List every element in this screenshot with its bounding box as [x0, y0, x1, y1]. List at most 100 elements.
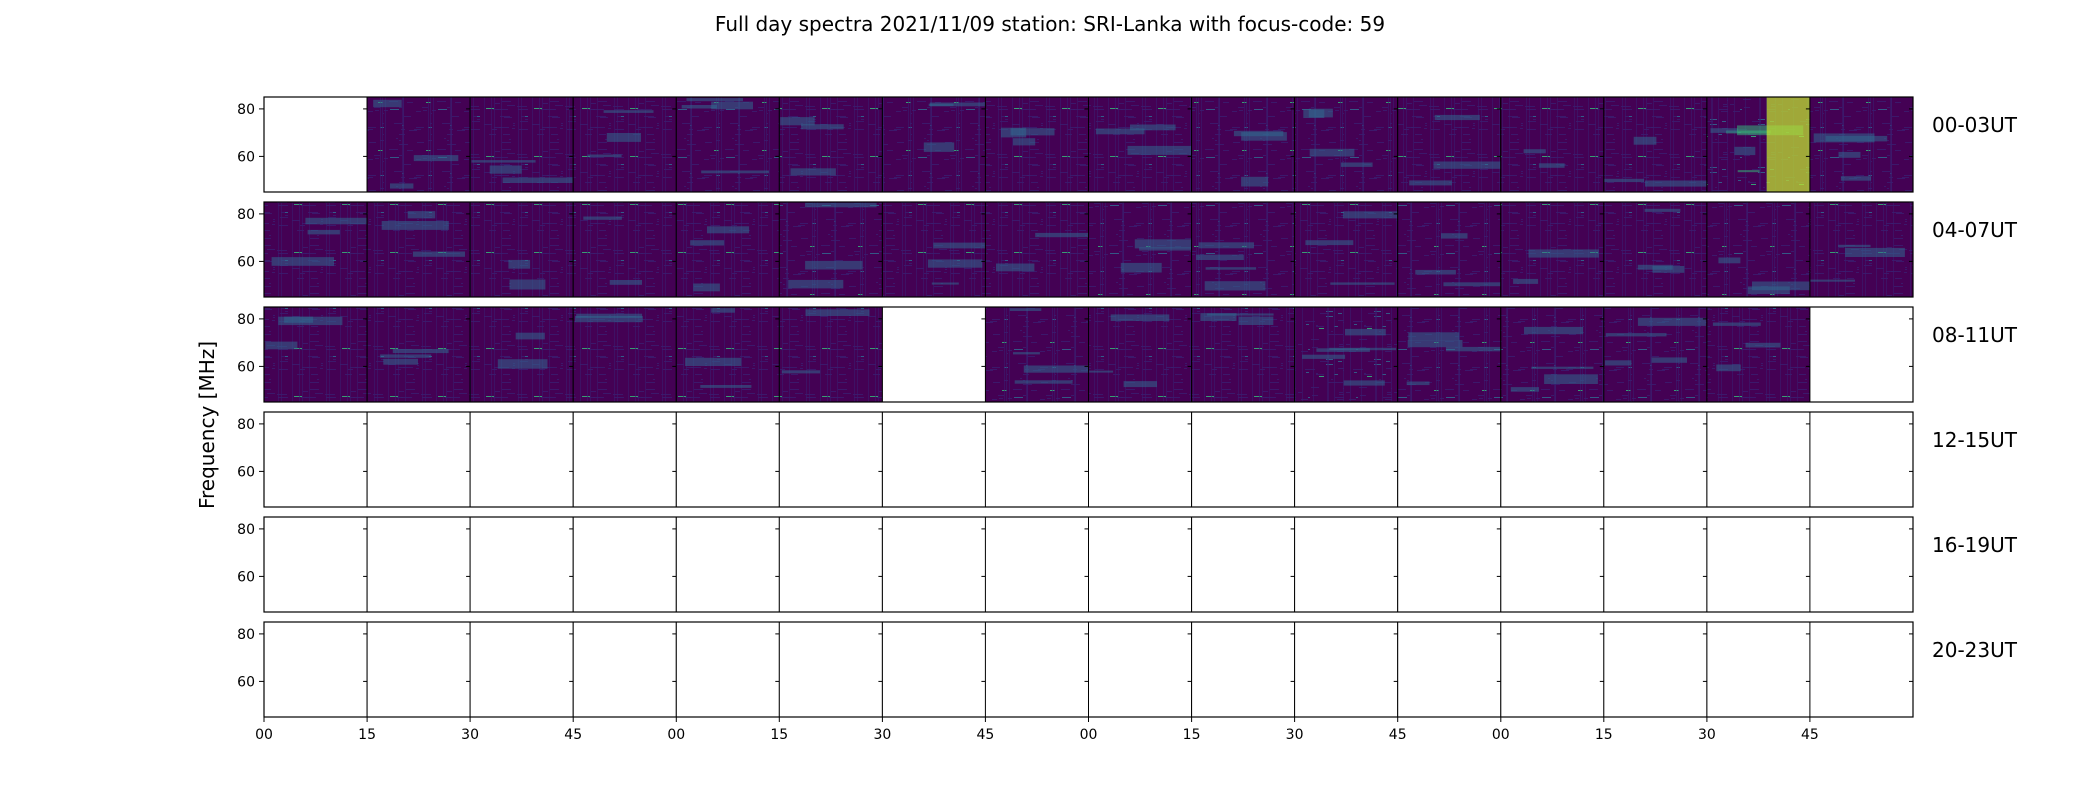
- spectrum-panel: [1603, 202, 1707, 297]
- spectra-grid: 80 60 00-03UT 80 60 04-07UT 80 60 08-11UT 80 60 12-…: [237, 96, 2018, 718]
- x-tick-label: 15: [770, 727, 788, 743]
- spectrum-panel: [367, 97, 471, 192]
- empty-panel: [573, 412, 677, 507]
- spectra-row: 80 60 20-23UT: [237, 621, 2018, 718]
- row-time-label: 00-03UT: [1932, 113, 2018, 137]
- emission-band: [1652, 266, 1685, 273]
- emission-band: [931, 282, 959, 285]
- emission-band: [1303, 109, 1325, 118]
- y-tick-label: 80: [237, 312, 255, 328]
- spectrum-panel: [1397, 307, 1501, 402]
- emission-band: [1241, 176, 1269, 187]
- emission-band: [996, 263, 1035, 272]
- x-tick-label: 45: [976, 727, 994, 743]
- row-time-label: 20-23UT: [1932, 638, 2018, 662]
- emission-band: [1433, 161, 1501, 169]
- spectrum-panel: [1397, 202, 1501, 297]
- empty-panel: [1706, 412, 1810, 507]
- spectrum-panel: [1088, 97, 1192, 192]
- empty-panel: [985, 622, 1089, 717]
- emission-band: [1825, 135, 1888, 142]
- empty-panel: [573, 622, 677, 717]
- emission-band: [1130, 124, 1176, 131]
- emission-band: [1127, 145, 1192, 155]
- emission-band: [1200, 313, 1237, 321]
- empty-panel: [676, 622, 780, 717]
- empty-panel: [779, 622, 883, 717]
- emission-band: [805, 202, 877, 208]
- emission-band: [509, 279, 546, 290]
- x-tick-label: 45: [1389, 727, 1407, 743]
- spectrum-panel: [985, 97, 1089, 192]
- emission-band: [690, 240, 725, 246]
- spectrum-panel: [882, 202, 986, 297]
- row-time-label: 04-07UT: [1932, 218, 2018, 242]
- emission-band: [790, 168, 836, 176]
- emission-band: [1205, 267, 1257, 270]
- emission-band: [1645, 180, 1707, 187]
- spectrum-panel: [1397, 97, 1501, 192]
- emission-band: [1443, 282, 1501, 287]
- empty-panel: [1706, 517, 1810, 612]
- emission-band: [1747, 286, 1790, 295]
- figure-title: Full day spectra 2021/11/09 station: SRI…: [715, 12, 1385, 36]
- empty-panel: [573, 517, 677, 612]
- emission-band: [1712, 322, 1761, 326]
- spectrum-panel: [1706, 202, 1810, 297]
- emission-band: [693, 283, 720, 292]
- emission-band: [1644, 208, 1681, 212]
- empty-panel: [1500, 412, 1604, 507]
- spectrum-panel: [1191, 97, 1295, 192]
- y-tick-label: 60: [237, 569, 255, 585]
- empty-panel: [985, 517, 1089, 612]
- emission-band: [929, 102, 986, 107]
- empty-panel: [264, 412, 368, 507]
- spectrum-panel: [1706, 307, 1810, 402]
- empty-panel: [367, 622, 471, 717]
- emission-band: [1544, 374, 1598, 384]
- emission-band: [265, 341, 298, 350]
- y-tick-label: 60: [237, 674, 255, 690]
- empty-panel: [1191, 517, 1295, 612]
- empty-panel: [1809, 517, 1913, 612]
- emission-band: [1238, 316, 1274, 325]
- emission-band: [780, 117, 815, 126]
- emission-band: [1345, 328, 1386, 336]
- emission-band: [1095, 128, 1145, 135]
- spectrum-panel: [1500, 97, 1604, 192]
- emission-band: [609, 280, 642, 285]
- x-tick-label: 15: [358, 727, 376, 743]
- emission-band: [1838, 151, 1861, 158]
- emission-band: [1810, 279, 1855, 282]
- emission-band: [1010, 128, 1055, 136]
- emission-band: [373, 99, 402, 108]
- emission-band: [1538, 163, 1565, 168]
- emission-band: [1510, 387, 1539, 392]
- emission-band: [407, 211, 436, 219]
- emission-band: [1110, 314, 1170, 321]
- empty-panel: [882, 622, 986, 717]
- x-tick-label: 00: [1080, 727, 1098, 743]
- x-tick-label: 45: [1801, 727, 1819, 743]
- emission-band: [1845, 247, 1905, 257]
- empty-panel: [264, 97, 368, 192]
- spectrum-panel: [985, 307, 1089, 402]
- emission-band: [1009, 308, 1042, 311]
- empty-panel: [367, 412, 471, 507]
- emission-band: [381, 221, 449, 230]
- emission-band: [284, 316, 314, 323]
- emission-band: [1604, 178, 1645, 183]
- x-tick-label: 45: [564, 727, 582, 743]
- emission-band: [1523, 149, 1546, 154]
- emission-band: [1305, 240, 1354, 246]
- emission-band: [707, 226, 750, 234]
- x-tick-label: 00: [667, 727, 685, 743]
- emission-band: [805, 309, 870, 316]
- row-time-label: 12-15UT: [1932, 428, 2018, 452]
- empty-panel: [367, 517, 471, 612]
- emission-band: [1408, 332, 1460, 341]
- emission-band: [1204, 281, 1266, 291]
- emission-band: [1014, 380, 1073, 384]
- y-tick-label: 60: [237, 149, 255, 165]
- emission-band: [515, 332, 545, 340]
